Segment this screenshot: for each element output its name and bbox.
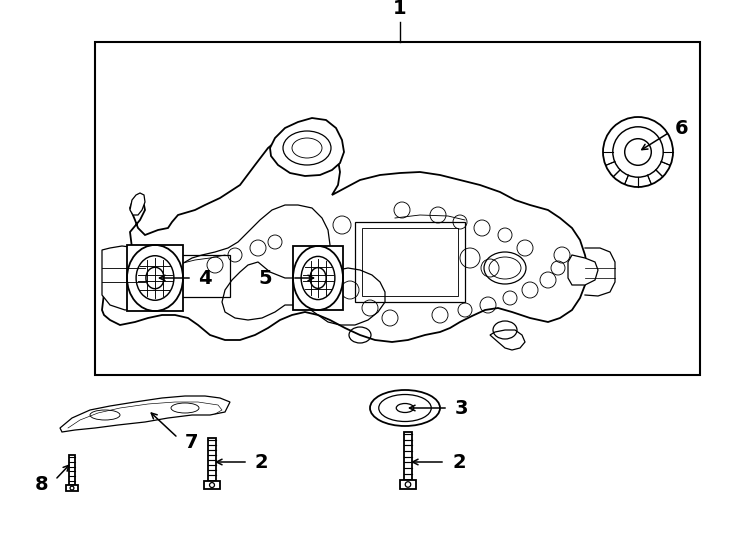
Bar [66,484,79,491]
Text: 2: 2 [255,453,269,471]
Text: 4: 4 [198,268,211,287]
Bar [208,438,216,481]
Polygon shape [270,118,344,176]
Bar [69,455,76,484]
Polygon shape [490,330,525,350]
Polygon shape [102,246,145,310]
Bar [127,245,183,311]
Bar [401,480,415,489]
Bar [204,481,219,489]
Polygon shape [130,193,145,215]
Circle shape [603,117,673,187]
Bar [293,246,343,310]
Text: 1: 1 [393,0,407,18]
Bar [404,432,412,480]
Text: 3: 3 [455,399,468,417]
Bar [362,228,458,296]
Ellipse shape [370,390,440,426]
Polygon shape [60,396,230,432]
Bar [95,42,700,375]
Text: 6: 6 [675,118,688,138]
Text: 2: 2 [452,453,465,471]
Bar [355,222,465,302]
Text: 5: 5 [258,268,272,287]
Bar [175,255,230,297]
Polygon shape [102,130,588,342]
Text: 8: 8 [34,476,48,495]
Polygon shape [568,255,598,285]
Text: 7: 7 [185,433,198,451]
